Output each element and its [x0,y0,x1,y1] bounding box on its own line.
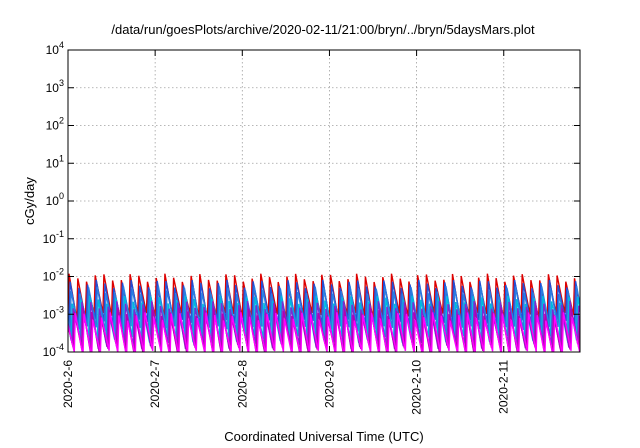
y-tick-labels: 10-4 10-3 10-2 10-1 100 101 102 103 104 [43,40,64,359]
series-line-7 [68,312,580,352]
chart-title: /data/run/goesPlots/archive/2020-02-11/2… [111,22,535,37]
x-tick-label: 2020-2-9 [322,360,336,408]
y-tick-label: 10-4 [43,342,64,359]
series-line-6 [68,307,580,352]
x-tick-label: 2020-2-7 [148,360,162,408]
y-tick-label: 10-1 [43,229,64,246]
x-tick-label: 2020-2-11 [497,360,511,414]
x-tick-label: 2020-2-10 [410,360,424,415]
y-axis-label: cGy/day [22,177,37,225]
y-tick-label: 102 [46,116,64,133]
x-axis-label: Coordinated Universal Time (UTC) [224,429,423,444]
y-tick-label: 10-3 [43,304,64,321]
y-tick-label: 10-2 [43,267,64,284]
axis-ticks [67,49,580,353]
series-line-1 [68,273,580,320]
y-tick-label: 100 [46,191,64,208]
series-line-3 [68,285,580,334]
x-tick-label: 2020-2-8 [235,360,249,408]
y-tick-label: 104 [46,40,64,57]
chart-series [68,273,580,352]
chart-grid [68,50,580,352]
y-tick-label: 101 [46,153,64,170]
series-line-2 [68,279,580,327]
x-tick-labels: 2020-2-6 2020-2-7 2020-2-8 2020-2-9 2020-2-1… [61,360,511,415]
x-tick-label: 2020-2-6 [61,360,75,408]
y-tick-label: 103 [46,78,64,95]
